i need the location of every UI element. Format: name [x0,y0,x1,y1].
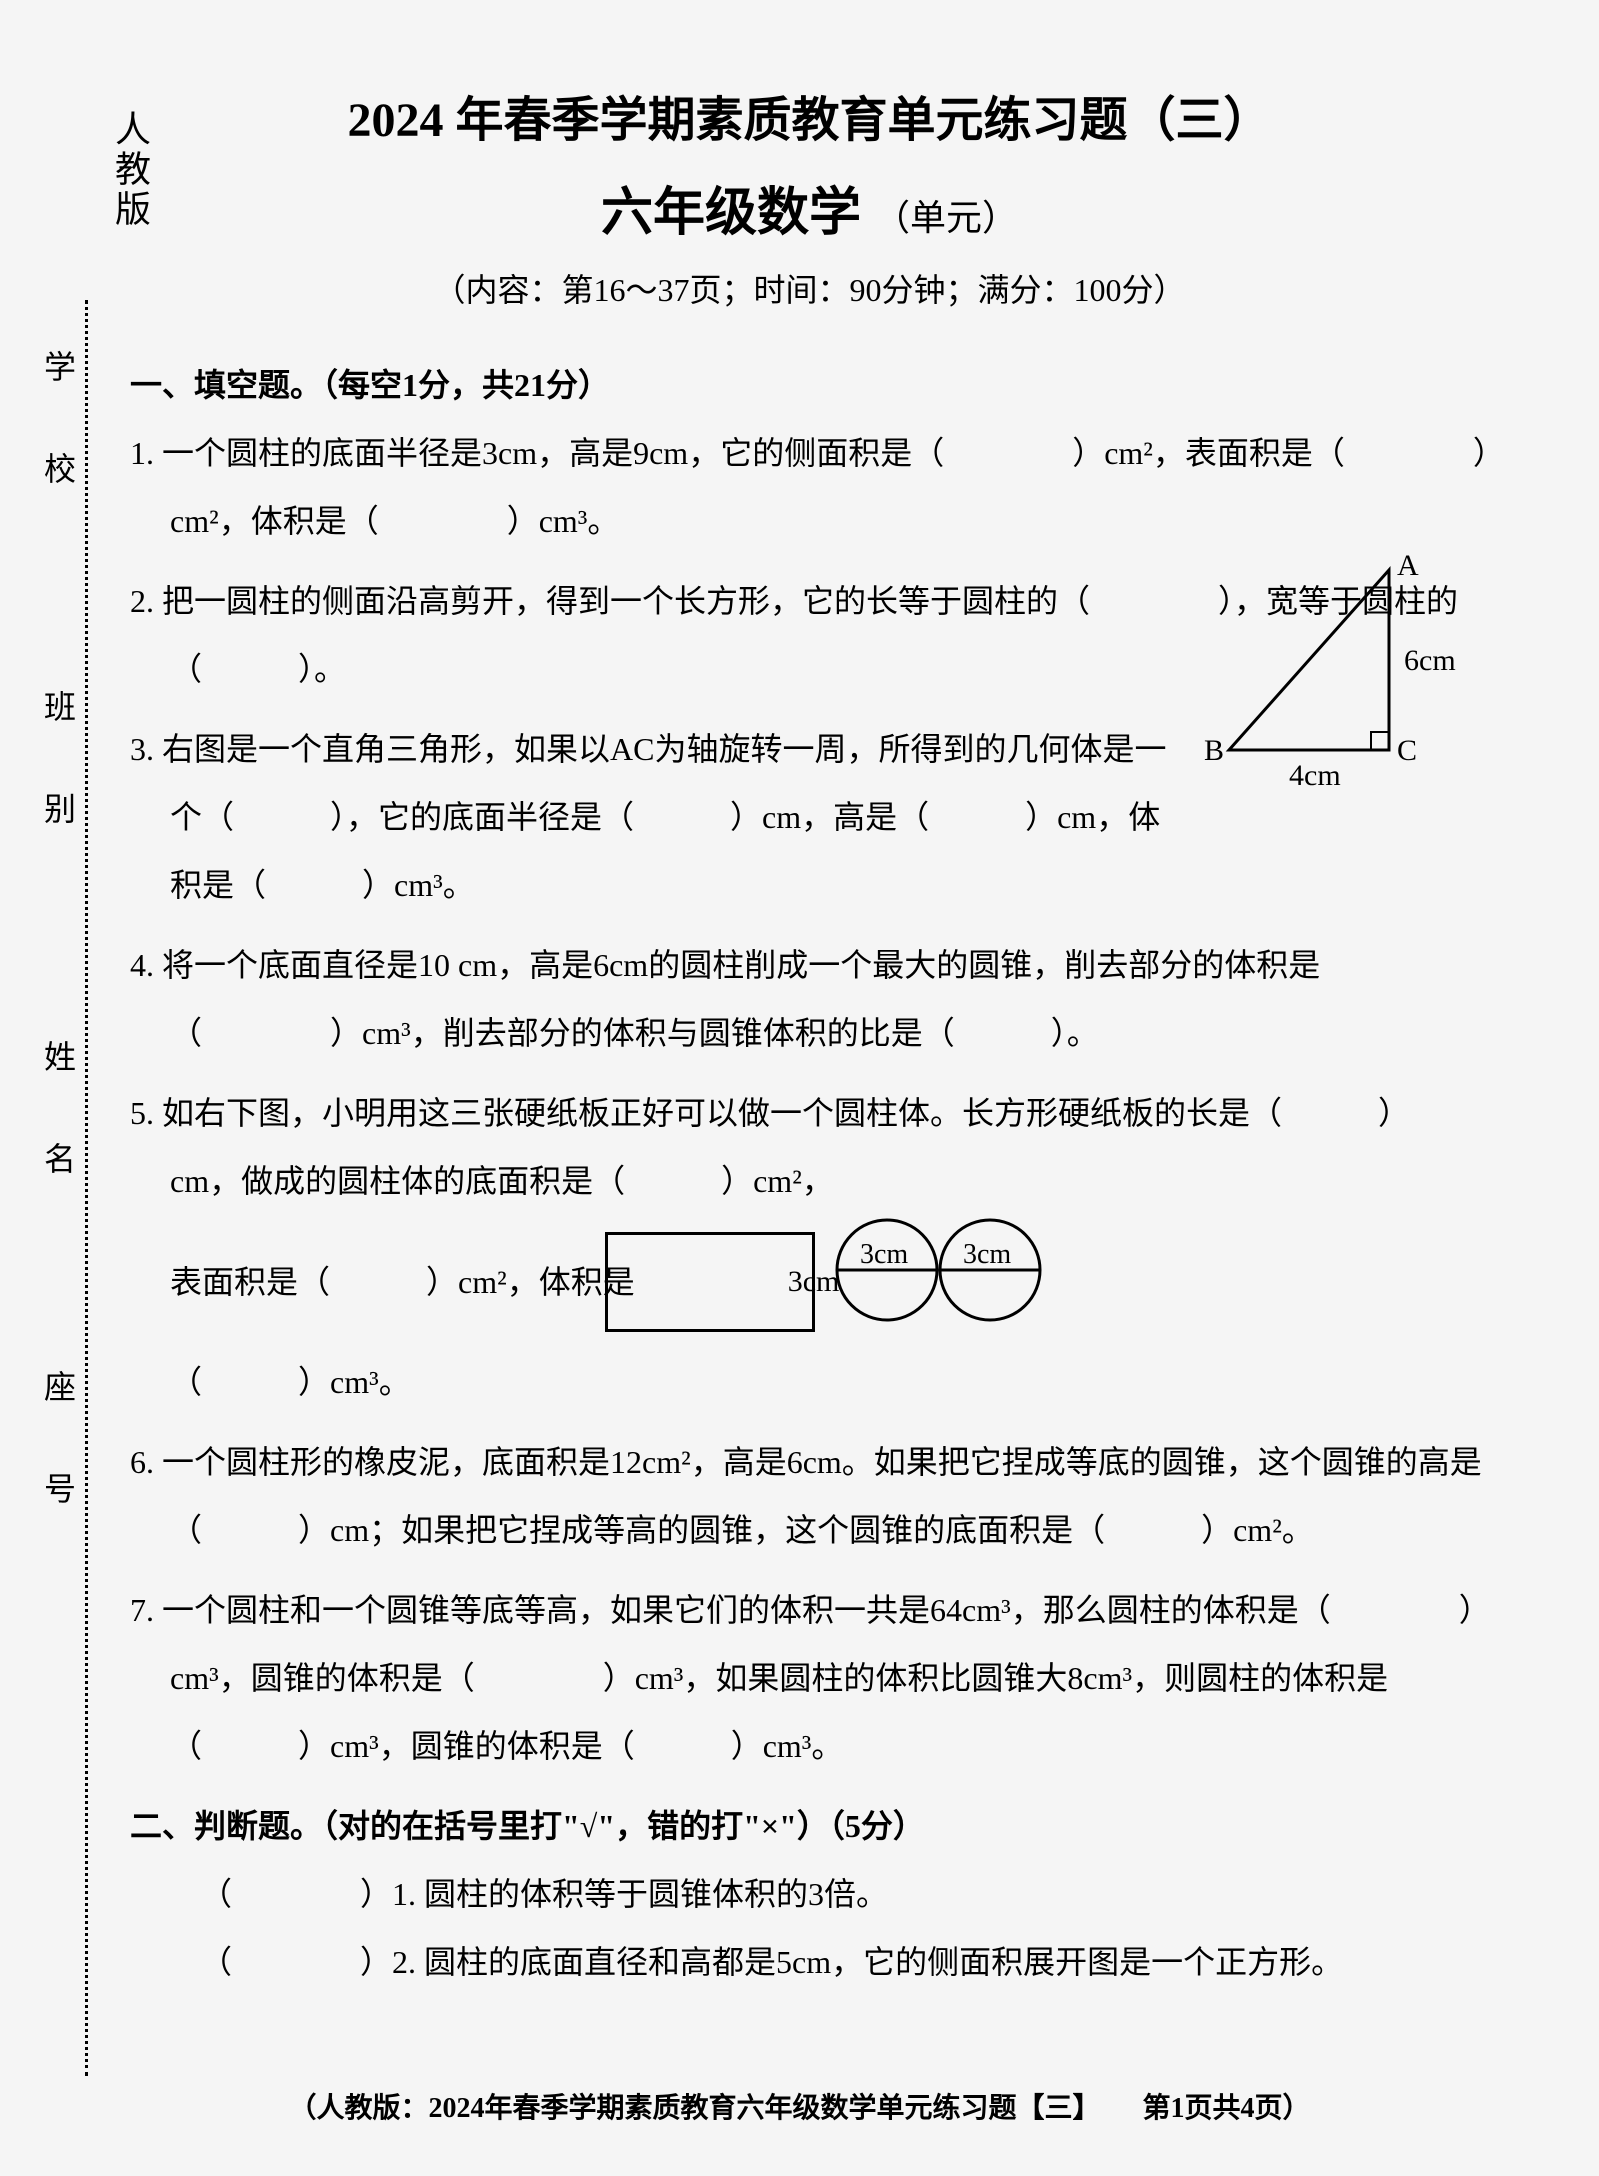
binding-line [85,300,88,2076]
edition-label: 人教版 [105,110,155,230]
question-1: 1. 一个圆柱的底面半径是3cm，高是9cm，它的侧面积是（ ）cm²，表面积是… [130,419,1489,555]
question-3: 3. 右图是一个直角三角形，如果以AC为轴旋转一周，所得到的几何体是一个（ ），… [130,715,1489,919]
section-1-header: 一、填空题。（每空1分，共21分） [130,351,1489,419]
binding-label-class: 班别 [35,690,81,894]
question-7: 7. 一个圆柱和一个圆锥等底等高，如果它们的体积一共是64cm³，那么圆柱的体积… [130,1576,1489,1780]
circle-card-1-icon: 3cm [872,1215,942,1348]
section-2-header: 二、判断题。（对的在括号里打"√"，错的打"×"）（5分） [130,1792,1489,1860]
exam-page: 人教版 2024 年春季学期素质教育单元练习题（三） 六年级数学 （单元） （内… [0,0,1599,2176]
title-main: 2024 年春季学期素质教育单元练习题（三） [70,80,1489,150]
q5-line3-row: 表面积是（ ）cm²，体积是 3cm 3cm 3cm [170,1215,1489,1348]
q5-line1: 5. 如右下图，小明用这三张硬纸板正好可以做一个圆柱体。长方形硬纸板的长是（ ） [170,1079,1489,1147]
circle-card-2-icon: 3cm [975,1215,1045,1348]
q5-figures: 3cm 3cm 3cm [645,1215,1046,1348]
question-6: 6. 一个圆柱形的橡皮泥，底面积是12cm²，高是6cm。如果把它捏成等底的圆锥… [130,1428,1489,1564]
question-5: 5. 如右下图，小明用这三张硬纸板正好可以做一个圆柱体。长方形硬纸板的长是（ ）… [130,1079,1489,1416]
q5-line2: cm，做成的圆柱体的底面积是（ ）cm²， [170,1147,1489,1215]
judge-1: （ ）1. 圆柱的体积等于圆锥体积的3倍。 [130,1860,1489,1928]
question-4: 4. 将一个底面直径是10 cm，高是6cm的圆柱削成一个最大的圆锥，削去部分的… [130,931,1489,1067]
judge-2: （ ）2. 圆柱的底面直径和高都是5cm，它的侧面积展开图是一个正方形。 [130,1928,1489,1996]
title-unit: （单元） [874,198,1018,238]
title-sub-text: 六年级数学 [601,185,861,242]
binding-label-name: 姓名 [35,1040,81,1244]
title-sub: 六年级数学 （单元） [70,170,1489,245]
page-footer: （人教版：2024年春季学期素质教育六年级数学单元练习题【三】 第1页共4页） [0,2086,1599,2126]
svg-text:3cm: 3cm [963,1239,1011,1270]
binding-label-seat: 座号 [35,1370,81,1574]
exam-meta: （内容：第16～37页；时间：90分钟；满分：100分） [70,265,1489,311]
question-2: 2. 把一圆柱的侧面沿高剪开，得到一个长方形，它的长等于圆柱的（ ），宽等于圆柱… [130,567,1489,703]
q5-line4: （ ）cm³。 [170,1348,1489,1416]
svg-text:3cm: 3cm [860,1239,908,1270]
binding-label-school: 学校 [35,350,81,554]
rectangle-card-icon [605,1232,815,1332]
content-area: 一、填空题。（每空1分，共21分） 1. 一个圆柱的底面半径是3cm，高是9cm… [130,351,1489,1996]
q5-line3: 表面积是（ ）cm²，体积是 [210,1248,635,1316]
